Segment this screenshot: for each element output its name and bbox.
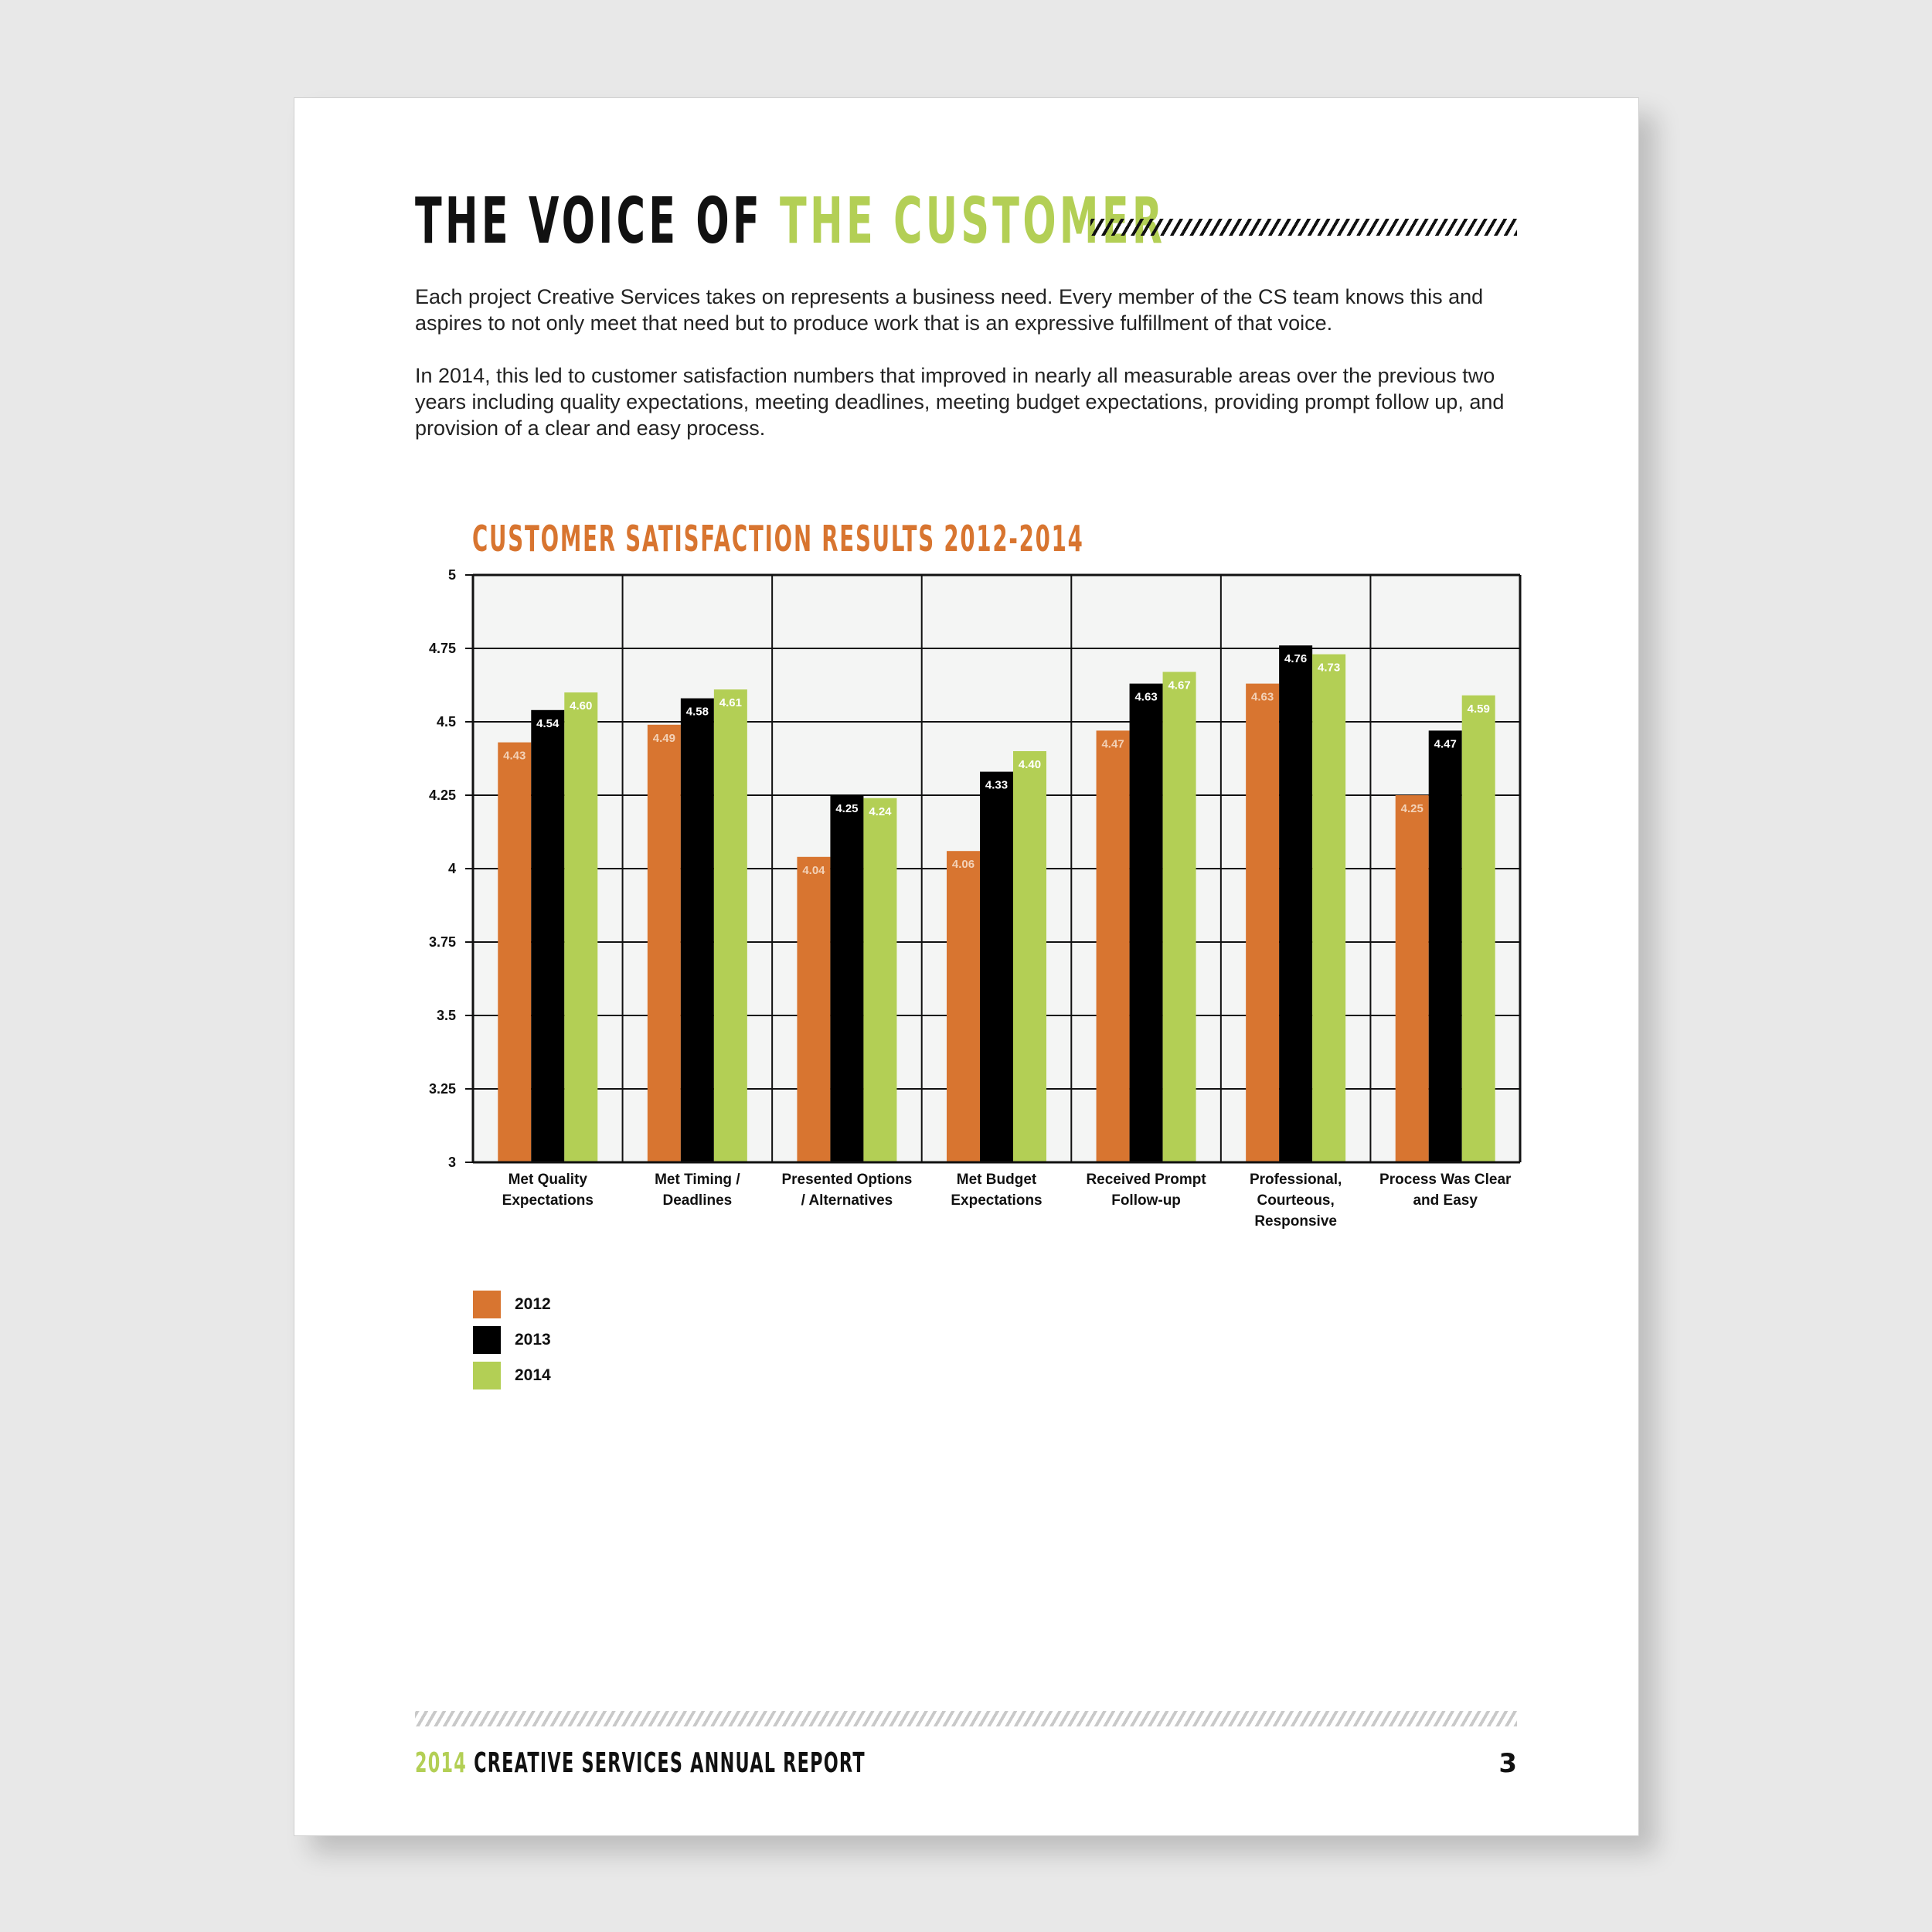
x-category-label: Received Prompt — [1086, 1172, 1206, 1188]
x-category-label: Responsive — [1254, 1213, 1337, 1230]
bar-value-label: 4.59 — [1468, 702, 1490, 716]
x-category-label: Professional, — [1250, 1172, 1342, 1188]
y-tick-label: 4.75 — [429, 641, 456, 656]
bar-value-label: 4.25 — [1401, 802, 1423, 815]
bar — [1096, 730, 1130, 1162]
y-tick-label: 5 — [448, 567, 456, 583]
y-tick-label: 4.5 — [437, 714, 456, 730]
bar — [1312, 654, 1346, 1162]
footer-report-name: CREATIVE SERVICES ANNUAL REPORT — [474, 1747, 866, 1779]
legend-item-2012: 2012 — [473, 1291, 628, 1318]
bar-value-label: 4.24 — [869, 805, 892, 818]
bar — [1013, 751, 1046, 1162]
bar — [797, 856, 831, 1162]
bar-value-label: 4.47 — [1101, 737, 1124, 750]
bar — [1461, 695, 1495, 1162]
legend-label-2013: 2013 — [515, 1331, 551, 1349]
chart-title: CUSTOMER SATISFACTION RESULTS 2012-2014 — [472, 518, 1084, 560]
bar — [863, 798, 897, 1162]
y-tick-label: 3.5 — [437, 1008, 456, 1023]
bar-value-label: 4.43 — [503, 750, 526, 763]
bar-value-label: 4.25 — [835, 802, 858, 815]
bar — [830, 795, 864, 1162]
legend-swatch-2013 — [473, 1326, 501, 1354]
x-category-label: Expectations — [951, 1192, 1042, 1209]
bar — [564, 692, 598, 1162]
legend-label-2014: 2014 — [515, 1366, 551, 1384]
bar-value-label: 4.63 — [1134, 691, 1157, 704]
intro-paragraph-1: Each project Creative Services takes on … — [415, 285, 1484, 335]
legend-swatch-2012 — [473, 1291, 501, 1318]
bar-value-label: 4.40 — [1019, 758, 1041, 771]
bar-value-label: 4.06 — [952, 858, 975, 871]
bar-value-label: 4.54 — [536, 717, 560, 730]
bar-value-label: 4.04 — [802, 864, 825, 877]
intro-paragraph-2: In 2014, this led to customer satisfacti… — [415, 364, 1505, 440]
y-tick-label: 3.75 — [429, 934, 456, 950]
x-category-label: Deadlines — [662, 1192, 732, 1209]
bar — [1162, 672, 1196, 1162]
x-category-label: Presented Options — [781, 1172, 912, 1188]
y-tick-label: 3.25 — [429, 1081, 456, 1097]
y-tick-label: 4 — [448, 861, 456, 876]
title-hatch-decoration — [1090, 219, 1517, 236]
legend-item-2013: 2013 — [473, 1326, 628, 1354]
bar — [1279, 645, 1313, 1162]
y-tick-label: 4.25 — [429, 787, 456, 803]
legend-label-2012: 2012 — [515, 1295, 551, 1313]
page-number: 3 — [1498, 1748, 1517, 1779]
bar-value-label: 4.58 — [686, 706, 709, 719]
bar-value-label: 4.49 — [653, 732, 675, 745]
footer-title: 2014 CREATIVE SERVICES ANNUAL REPORT — [415, 1746, 866, 1781]
bar — [1428, 730, 1462, 1162]
footer-hatch-decoration — [415, 1711, 1517, 1726]
bar-value-label: 4.67 — [1168, 679, 1190, 692]
bar-value-label: 4.60 — [570, 699, 592, 713]
bar — [1395, 795, 1429, 1162]
bar-value-label: 4.76 — [1284, 652, 1307, 665]
report-page: THE VOICE OF THE CUSTOMER Each project C… — [294, 97, 1639, 1836]
bar — [647, 724, 681, 1162]
bar-value-label: 4.73 — [1318, 662, 1340, 675]
legend-swatch-2014 — [473, 1362, 501, 1389]
satisfaction-bar-chart: 3 3.25 3.5 3.75 4 4.25 4.5 4.75 5 4.43 4.54 4.60 Met… — [429, 567, 1522, 1230]
y-tick-label: 3 — [448, 1155, 456, 1170]
x-category-label: / Alternatives — [801, 1192, 893, 1209]
bar — [980, 771, 1013, 1162]
x-category-label: Follow-up — [1111, 1192, 1181, 1209]
x-category-label: Met Timing / — [655, 1172, 740, 1188]
bar — [713, 689, 747, 1162]
bar — [1246, 683, 1280, 1162]
bar — [1129, 683, 1163, 1162]
bar — [498, 742, 532, 1162]
bar-value-label: 4.61 — [719, 696, 742, 709]
x-category-label: and Easy — [1413, 1192, 1478, 1209]
x-category-label: Met Quality — [509, 1172, 588, 1188]
x-category-label: Met Budget — [957, 1172, 1037, 1188]
bar — [531, 709, 565, 1162]
bar — [680, 698, 714, 1162]
bar-value-label: 4.63 — [1251, 691, 1274, 704]
bar-value-label: 4.47 — [1434, 737, 1457, 750]
x-category-label: Process Was Clear — [1379, 1172, 1512, 1188]
x-category-label: Expectations — [502, 1192, 594, 1209]
bar-value-label: 4.33 — [985, 779, 1008, 792]
x-category-label: Courteous, — [1257, 1192, 1335, 1209]
bar — [947, 851, 980, 1162]
legend-item-2014: 2014 — [473, 1362, 628, 1389]
footer-year: 2014 — [415, 1747, 468, 1779]
page-title-part1: THE VOICE OF — [415, 185, 764, 258]
